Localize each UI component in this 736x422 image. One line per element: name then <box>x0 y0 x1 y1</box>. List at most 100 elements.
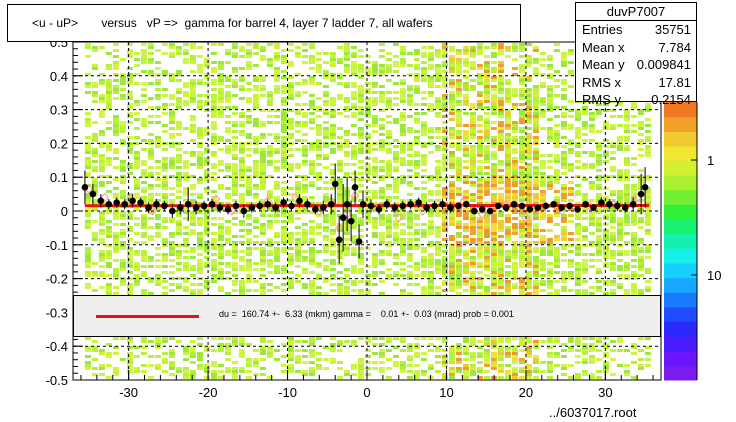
heatmap-cell <box>126 346 133 349</box>
heatmap-cell <box>532 280 539 283</box>
heatmap-cell <box>350 367 357 370</box>
heatmap-cell <box>413 160 420 163</box>
heatmap-cell <box>322 85 329 88</box>
heatmap-cell <box>196 247 203 250</box>
heatmap-cell <box>112 274 119 277</box>
heatmap-cell <box>406 358 413 361</box>
heatmap-cell <box>259 286 266 289</box>
heatmap-cell <box>623 124 630 127</box>
heatmap-cell <box>252 52 259 55</box>
heatmap-cell <box>182 61 189 64</box>
heatmap-cell <box>175 154 182 157</box>
heatmap-cell <box>210 43 217 46</box>
heatmap-cell <box>406 247 413 250</box>
heatmap-cell <box>371 217 378 220</box>
heatmap-cell <box>140 274 147 277</box>
heatmap-cell <box>378 94 385 97</box>
heatmap-cell <box>140 223 147 226</box>
heatmap-cell <box>455 208 462 211</box>
heatmap-cell <box>203 214 210 217</box>
heatmap-cell <box>133 154 140 157</box>
heatmap-cell <box>546 214 553 217</box>
heatmap-cell <box>126 214 133 217</box>
heatmap-cell <box>238 265 245 268</box>
heatmap-cell <box>182 85 189 88</box>
heatmap-cell <box>476 223 483 226</box>
heatmap-cell <box>147 238 154 241</box>
heatmap-cell <box>546 361 553 364</box>
heatmap-cell <box>210 217 217 220</box>
heatmap-cell <box>462 88 469 91</box>
heatmap-cell <box>392 262 399 265</box>
heatmap-cell <box>462 256 469 259</box>
heatmap-cell <box>560 217 567 220</box>
heatmap-cell <box>273 151 280 154</box>
heatmap-cell <box>574 283 581 286</box>
heatmap-cell <box>630 157 637 160</box>
heatmap-cell <box>546 187 553 190</box>
heatmap-cell <box>161 265 168 268</box>
heatmap-cell <box>483 247 490 250</box>
heatmap-cell <box>231 85 238 88</box>
heatmap-cell <box>329 358 336 361</box>
heatmap-cell <box>441 178 448 181</box>
heatmap-cell <box>105 364 112 367</box>
heatmap-cell <box>231 178 238 181</box>
heatmap-cell <box>532 88 539 91</box>
heatmap-cell <box>448 361 455 364</box>
heatmap-cell <box>546 85 553 88</box>
heatmap-cell <box>511 277 518 280</box>
heatmap-cell <box>434 97 441 100</box>
heatmap-cell <box>91 136 98 139</box>
heatmap-cell <box>441 196 448 199</box>
heatmap-cell <box>259 358 266 361</box>
heatmap-cell <box>476 103 483 106</box>
heatmap-cell <box>413 370 420 373</box>
heatmap-cell <box>84 361 91 364</box>
heatmap-cell <box>525 127 532 130</box>
heatmap-cell <box>217 274 224 277</box>
heatmap-cell <box>259 157 266 160</box>
heatmap-cell <box>630 238 637 241</box>
heatmap-cell <box>231 181 238 184</box>
heatmap-cell <box>504 178 511 181</box>
heatmap-cell <box>385 130 392 133</box>
heatmap-cell <box>112 223 119 226</box>
heatmap-cell <box>266 250 273 253</box>
heatmap-cell <box>609 283 616 286</box>
heatmap-cell <box>497 169 504 172</box>
heatmap-cell <box>126 262 133 265</box>
heatmap-cell <box>469 49 476 52</box>
heatmap-cell <box>231 265 238 268</box>
heatmap-cell <box>329 220 336 223</box>
heatmap-cell <box>294 190 301 193</box>
heatmap-cell <box>483 133 490 136</box>
heatmap-cell <box>525 100 532 103</box>
heatmap-cell <box>455 103 462 106</box>
heatmap-cell <box>98 223 105 226</box>
heatmap-cell <box>280 112 287 115</box>
heatmap-cell <box>434 268 441 271</box>
heatmap-cell <box>357 247 364 250</box>
heatmap-cell <box>217 112 224 115</box>
heatmap-cell <box>280 100 287 103</box>
heatmap-cell <box>161 340 168 343</box>
heatmap-cell <box>98 259 105 262</box>
heatmap-cell <box>532 46 539 49</box>
heatmap-cell <box>105 352 112 355</box>
heatmap-cell <box>532 115 539 118</box>
heatmap-cell <box>287 124 294 127</box>
heatmap-cell <box>238 196 245 199</box>
heatmap-cell <box>413 73 420 76</box>
heatmap-cell <box>133 52 140 55</box>
heatmap-cell <box>238 256 245 259</box>
heatmap-cell <box>336 199 343 202</box>
heatmap-cell <box>371 103 378 106</box>
heatmap-cell <box>462 199 469 202</box>
heatmap-cell <box>490 163 497 166</box>
heatmap-cell <box>91 271 98 274</box>
heatmap-cell <box>273 271 280 274</box>
heatmap-cell <box>602 109 609 112</box>
heatmap-cell <box>371 256 378 259</box>
heatmap-cell <box>546 274 553 277</box>
